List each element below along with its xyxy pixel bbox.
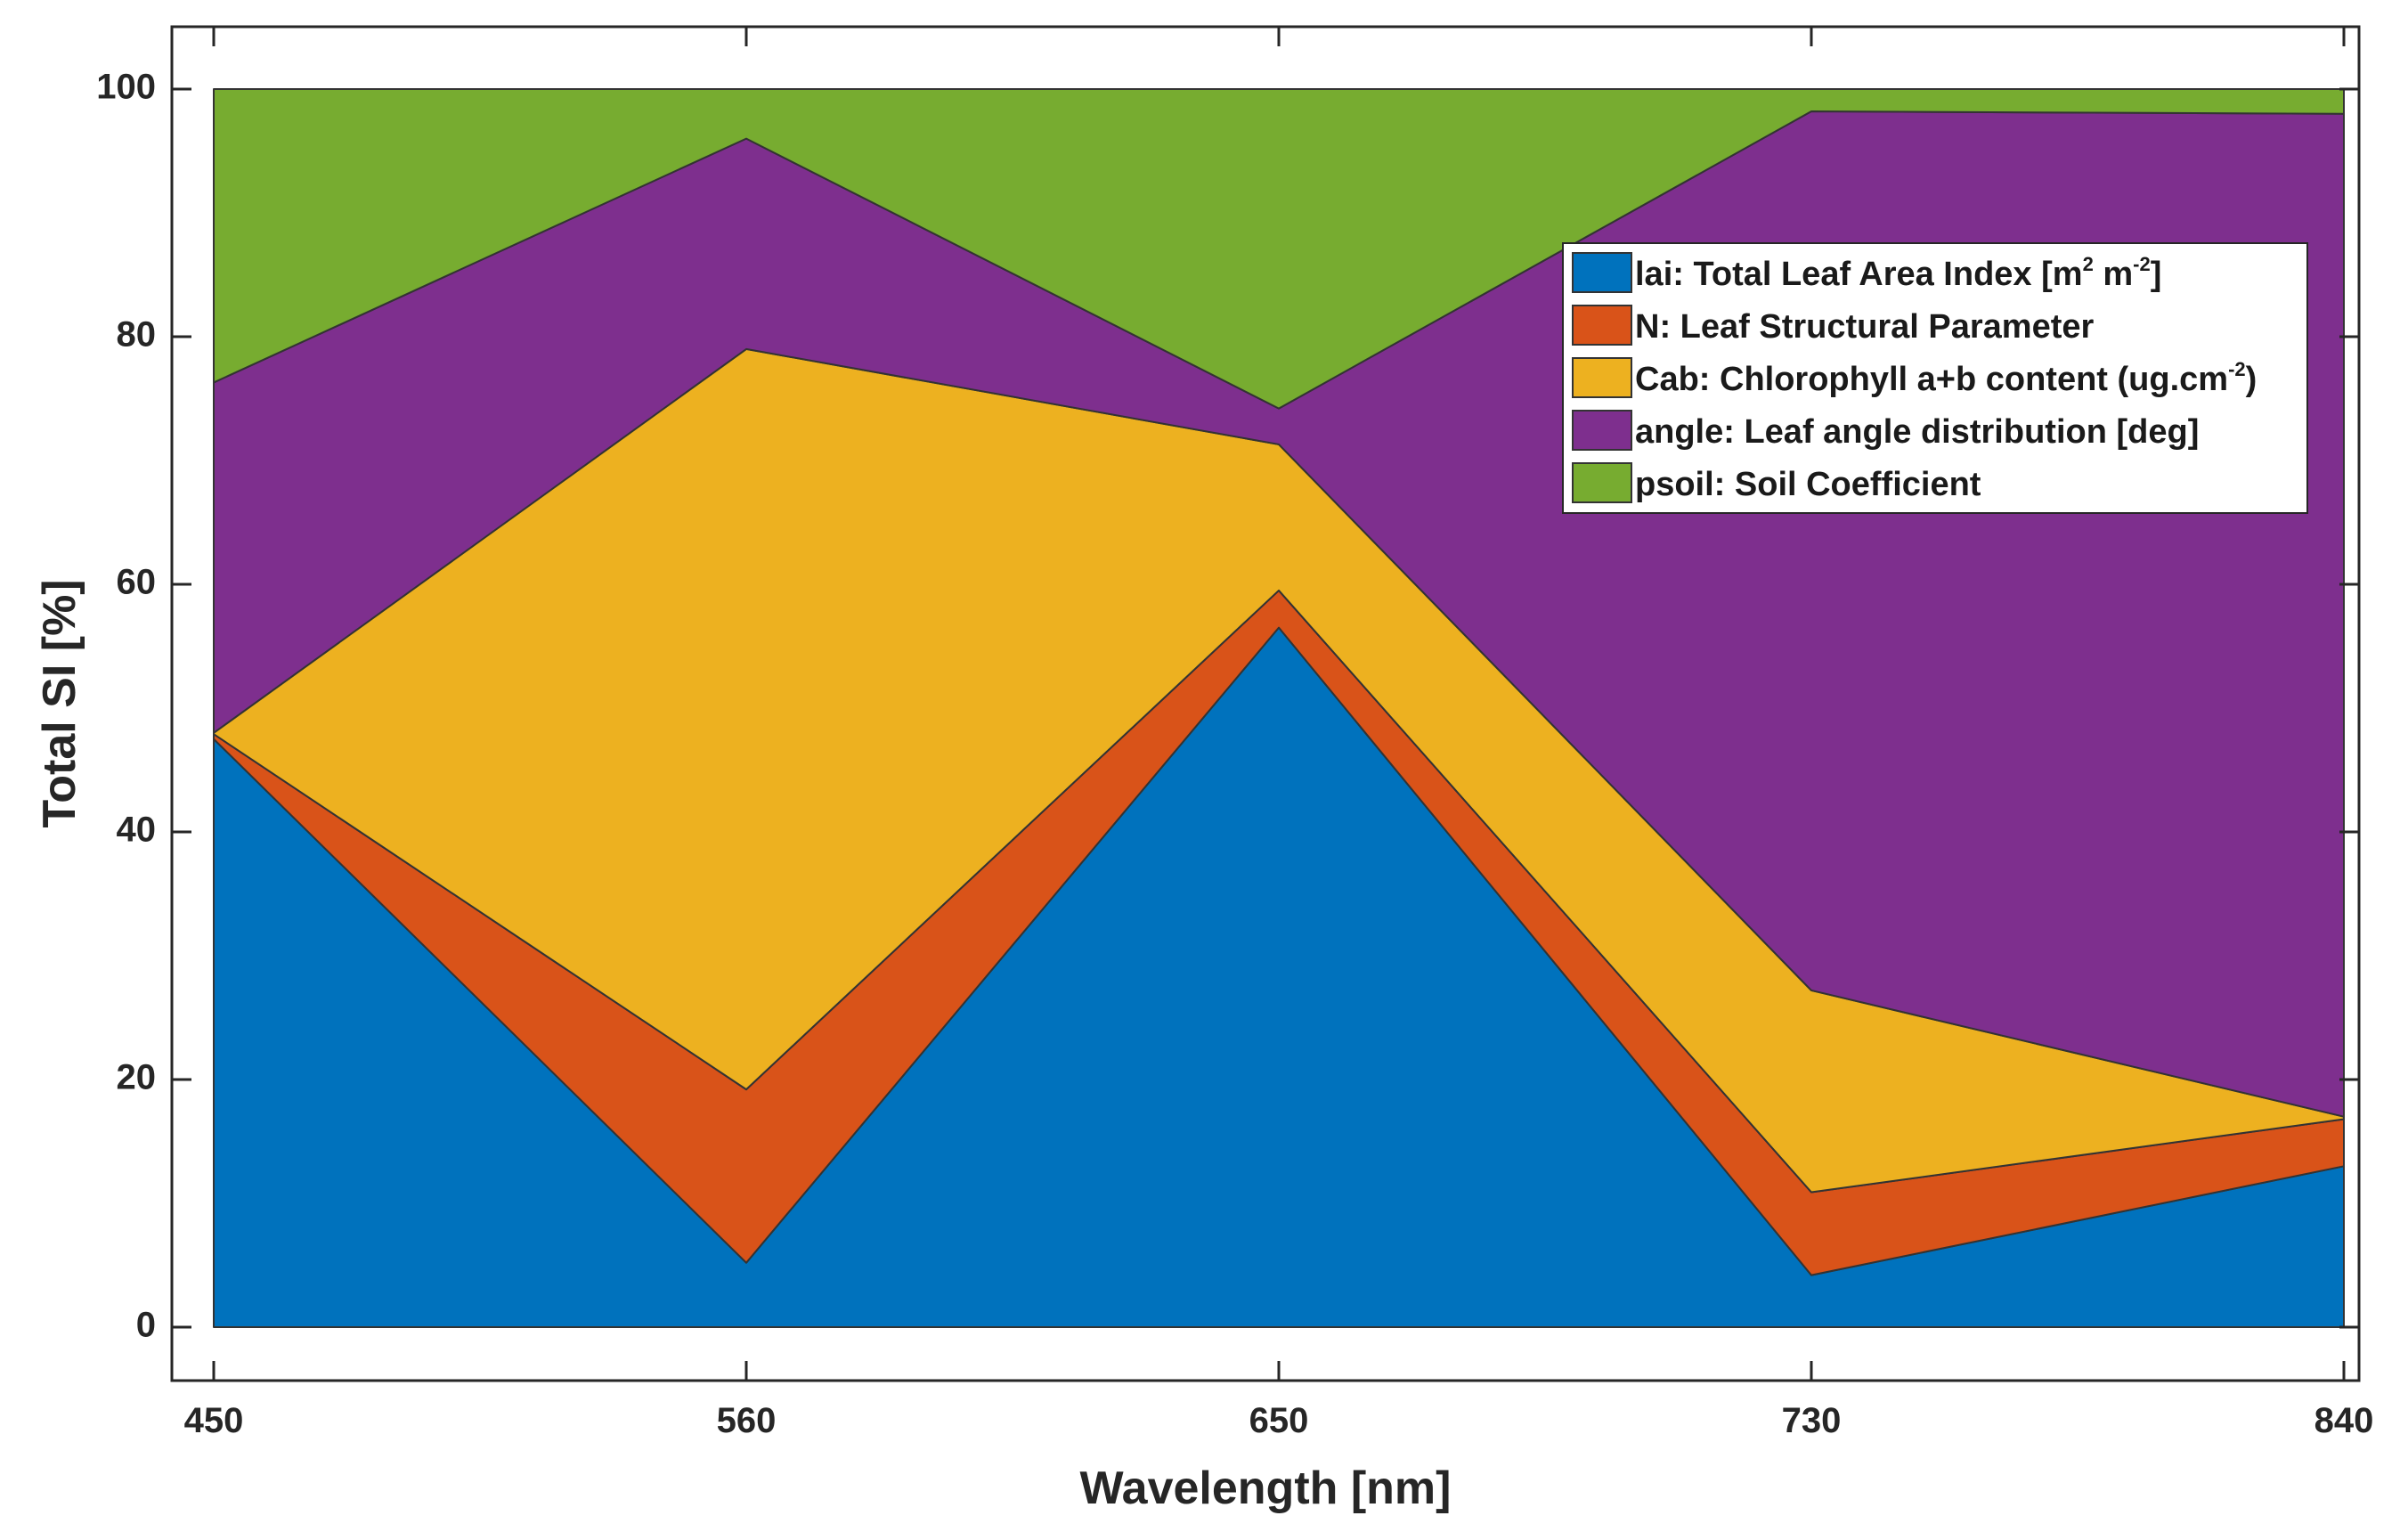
legend-swatch-n	[1572, 305, 1632, 346]
legend: lai: Total Leaf Area Index [m2 m-2] N: L…	[1562, 242, 2308, 514]
legend-label-angle: angle: Leaf angle distribution [deg]	[1635, 413, 2199, 451]
legend-label-psoil: psoil: Soil Coefficient	[1635, 466, 1981, 503]
axes-box	[170, 25, 2361, 1382]
area-psoil	[213, 88, 2345, 410]
x-tick-label-650: 650	[1249, 1401, 1309, 1440]
y-tick-label-20: 20	[117, 1058, 157, 1097]
legend-swatch-angle	[1572, 410, 1632, 451]
y-axis-label: Total SI [%]	[34, 579, 85, 827]
legend-swatch-psoil	[1572, 462, 1632, 503]
x-tick-label-730: 730	[1782, 1401, 1842, 1440]
y-axis-tick-labels: 0 20 40 60 80 100	[96, 68, 156, 1345]
x-tick-label-450: 450	[184, 1401, 244, 1440]
legend-label-cab: Cab: Chlorophyll a+b content (ug.cm-2)	[1635, 358, 2257, 398]
legend-swatch-cab	[1572, 357, 1632, 398]
y-tick-label-60: 60	[117, 563, 157, 602]
legend-swatch-lai	[1572, 252, 1632, 293]
x-axis-tick-labels: 450 560 650 730 840	[184, 1401, 2374, 1440]
x-axis-label: Wavelength [nm]	[1080, 1463, 1452, 1514]
y-tick-label-40: 40	[117, 811, 157, 850]
y-tick-label-100: 100	[96, 68, 156, 107]
legend-label-lai: lai: Total Leaf Area Index [m2 m-2]	[1635, 253, 2161, 293]
y-axis-ticks	[172, 87, 2359, 1329]
y-tick-label-80: 80	[117, 315, 157, 354]
x-tick-label-840: 840	[2314, 1401, 2374, 1440]
legend-label-n: N: Leaf Structural Parameter	[1635, 308, 2094, 346]
x-axis-ticks	[212, 27, 2346, 1381]
x-tick-label-560: 560	[717, 1401, 777, 1440]
y-tick-label-0: 0	[136, 1306, 156, 1345]
legend-box	[1562, 242, 2308, 514]
